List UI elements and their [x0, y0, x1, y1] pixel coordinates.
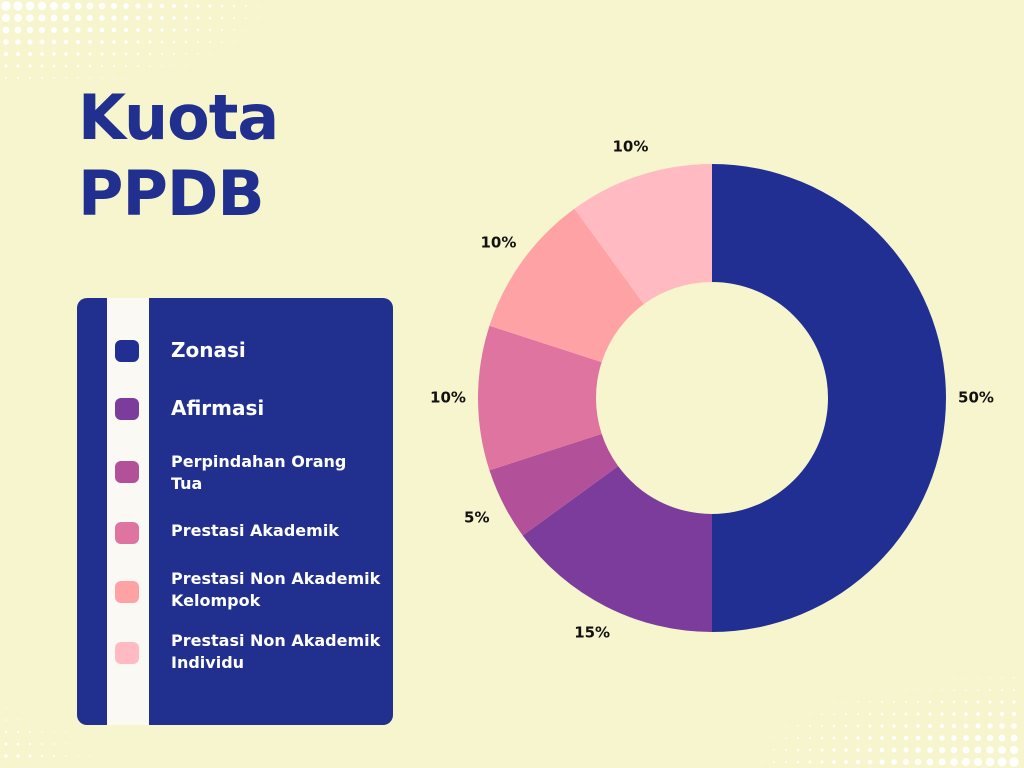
legend-swatch	[115, 398, 139, 420]
donut-slice-prestasi-akademik	[478, 325, 602, 471]
decorative-dots-bottom-left	[4, 707, 91, 758]
legend-label: Prestasi Non Akademik Individu	[171, 631, 381, 672]
title-line-1: Kuota	[78, 81, 279, 154]
legend-swatch	[115, 461, 139, 483]
legend-label: Zonasi	[171, 338, 246, 362]
slice-value-label: 5%	[464, 508, 489, 526]
legend-panel: Zonasi Afirmasi Perpindahan Orang Tua Pr…	[77, 298, 393, 725]
legend-label: Prestasi Akademik	[171, 521, 339, 540]
donut-slice-prestasi-non-akademik-individu	[574, 164, 712, 305]
legend-swatch	[115, 581, 139, 603]
legend-label: Afirmasi	[171, 396, 265, 420]
donut-slice-prestasi-non-akademik-kelompok	[489, 208, 644, 363]
donut-slice-zonasi	[712, 164, 946, 632]
legend-label: Perpindahan Orang Tua	[171, 452, 347, 493]
decorative-dots-bottom-right	[749, 677, 1019, 767]
legend-label: Prestasi Non Akademik Kelompok	[171, 569, 381, 610]
slice-value-label: 10%	[480, 233, 516, 251]
slice-value-label: 50%	[958, 389, 994, 407]
legend-swatch	[115, 340, 139, 362]
slice-value-label: 15%	[574, 624, 610, 642]
title-line-2: PPDB	[78, 157, 265, 230]
legend-swatch	[115, 642, 139, 664]
slice-value-label: 10%	[612, 137, 648, 155]
slice-value-label: 10%	[430, 389, 466, 407]
decorative-dots-top-left	[1, 1, 271, 80]
donut-slice-perpindahan-orang-tua	[489, 433, 619, 536]
donut-slice-afirmasi	[522, 466, 712, 632]
legend-swatch	[115, 522, 139, 544]
page-title: Kuota PPDB	[78, 80, 279, 232]
